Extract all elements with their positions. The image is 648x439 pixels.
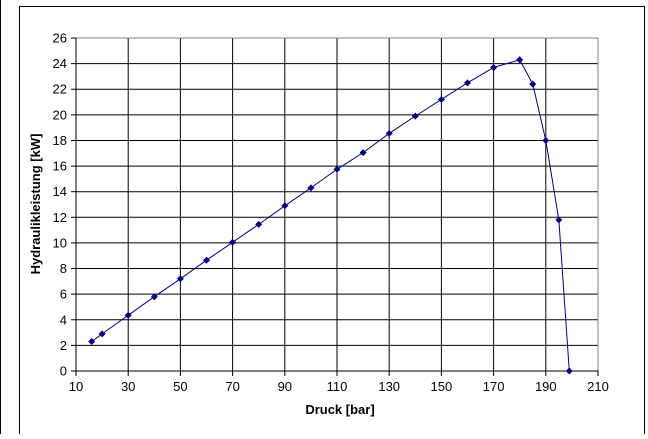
data-point-marker xyxy=(281,202,289,210)
data-point-marker xyxy=(555,216,563,224)
data-point-marker xyxy=(176,275,184,283)
x-tick-label: 30 xyxy=(121,379,135,394)
x-tick-label: 70 xyxy=(225,379,239,394)
y-tick-label: 0 xyxy=(60,364,67,379)
x-axis-ticks: 10 30 50 70 90 110 130 150 170 190 210 xyxy=(69,370,609,394)
y-tick-label: 24 xyxy=(53,56,67,71)
data-point-marker xyxy=(565,367,573,375)
x-tick-label: 90 xyxy=(278,379,292,394)
y-tick-label: 20 xyxy=(53,107,67,122)
y-tick-label: 10 xyxy=(53,235,67,250)
y-tick-label: 6 xyxy=(60,287,67,302)
y-tick-label: 26 xyxy=(53,31,67,46)
y-axis-label: Hydraulikleistung [kW] xyxy=(28,134,43,275)
y-tick-label: 18 xyxy=(53,133,67,148)
data-point-marker xyxy=(229,238,237,246)
grid xyxy=(75,37,599,372)
y-tick-label: 22 xyxy=(53,82,67,97)
x-tick-label: 50 xyxy=(173,379,187,394)
x-tick-label: 170 xyxy=(483,379,505,394)
data-point-marker xyxy=(490,63,498,71)
x-axis-label: Druck [bar] xyxy=(305,402,374,417)
data-point-marker xyxy=(333,165,341,173)
data-point-marker xyxy=(98,330,106,338)
data-point-marker xyxy=(464,79,471,87)
data-point-marker xyxy=(88,338,96,346)
data-point-marker xyxy=(516,56,524,64)
x-tick-label: 130 xyxy=(378,379,400,394)
data-point-marker xyxy=(307,184,315,192)
data-point-marker xyxy=(437,95,445,103)
x-tick-label: 110 xyxy=(327,379,348,394)
y-tick-label: 4 xyxy=(60,312,67,327)
y-tick-label: 8 xyxy=(60,261,67,276)
data-point-marker xyxy=(203,256,210,264)
data-point-marker xyxy=(411,112,419,120)
data-point-marker xyxy=(124,311,132,319)
y-tick-label: 14 xyxy=(53,184,67,199)
x-tick-label: 10 xyxy=(69,379,83,394)
y-tick-label: 16 xyxy=(53,159,67,174)
x-tick-label: 150 xyxy=(431,379,453,394)
series-line xyxy=(91,59,570,372)
chart-area-border xyxy=(19,6,645,439)
x-tick-label: 210 xyxy=(587,379,609,394)
data-point-marker xyxy=(385,129,393,137)
data-point-marker xyxy=(529,80,537,88)
y-tick-label: 12 xyxy=(53,210,67,225)
data-point-marker xyxy=(150,293,158,301)
data-point-marker xyxy=(359,149,367,157)
x-tick-label: 190 xyxy=(535,379,557,394)
data-point-marker xyxy=(255,220,263,228)
y-tick-label: 2 xyxy=(60,338,67,353)
data-point-marker xyxy=(542,136,550,144)
data-series xyxy=(88,56,573,375)
